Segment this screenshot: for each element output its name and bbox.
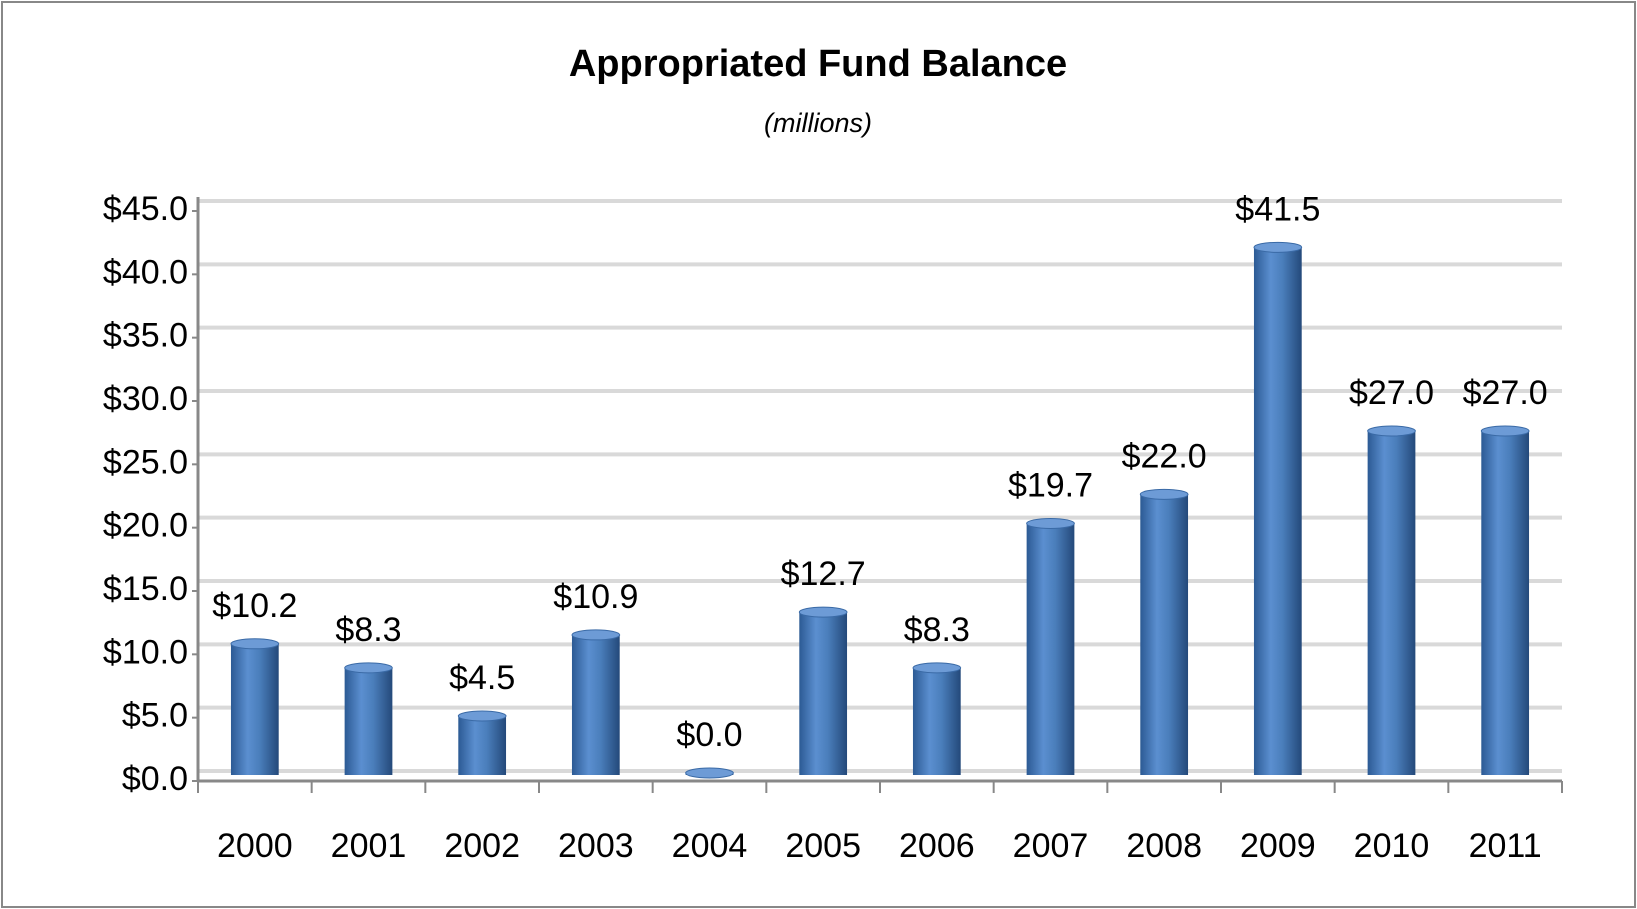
x-tick-label: 2002: [444, 827, 520, 865]
data-label: $22.0: [1122, 437, 1207, 475]
bar-top: [457, 710, 507, 722]
bar: [458, 716, 507, 775]
y-tick-label: $5.0: [122, 697, 188, 735]
bar: [1026, 523, 1075, 775]
bar: [1481, 431, 1530, 775]
data-label: $27.0: [1349, 374, 1434, 412]
data-label: $8.3: [335, 611, 401, 649]
y-tick-label: $10.0: [103, 633, 188, 671]
x-tick-label: 2000: [217, 827, 293, 865]
y-tick-label: $40.0: [103, 253, 188, 291]
x-tick-label: 2010: [1354, 827, 1430, 865]
data-label: $41.5: [1235, 190, 1320, 228]
data-label: $4.5: [449, 659, 515, 697]
data-label: $27.0: [1463, 374, 1548, 412]
x-tick-label: 2009: [1240, 827, 1316, 865]
bar-top: [1139, 488, 1189, 500]
x-tick-label: 2001: [331, 827, 407, 865]
bar-top: [1253, 241, 1303, 253]
y-tick-label: $25.0: [103, 443, 188, 481]
x-tick-label: 2011: [1469, 827, 1542, 865]
chart-subtitle: (millions): [764, 108, 872, 138]
data-label: $10.9: [553, 578, 638, 616]
data-label: $0.0: [676, 716, 742, 754]
data-label: $8.3: [904, 611, 970, 649]
chart-title: Appropriated Fund Balance: [569, 43, 1067, 85]
x-tick-label: 2003: [558, 827, 634, 865]
bar-top: [1367, 425, 1416, 437]
bar: [344, 667, 393, 775]
bar-top: [1026, 517, 1075, 529]
x-tick-label: 2008: [1126, 827, 1202, 865]
y-tick-label: $15.0: [103, 570, 188, 608]
bar: [1253, 247, 1302, 776]
data-label: $10.2: [212, 587, 297, 625]
data-label: $12.7: [781, 555, 866, 593]
x-tick-label: 2006: [899, 827, 975, 865]
data-label: $19.7: [1008, 466, 1093, 504]
y-tick-label: $30.0: [103, 380, 188, 418]
x-tick-label: 2007: [1013, 827, 1089, 865]
y-tick-label: $20.0: [103, 507, 188, 545]
bar-top: [571, 629, 621, 641]
x-tick-label: 2004: [672, 827, 748, 865]
bar-top: [344, 662, 393, 674]
y-tick-label: $0.0: [122, 760, 188, 798]
y-tick-label: $35.0: [103, 317, 188, 355]
bar: [799, 612, 848, 775]
bar-top: [230, 638, 280, 650]
bar: [230, 643, 279, 775]
bar: [1140, 494, 1189, 775]
bar: [1367, 431, 1416, 775]
bar: [912, 667, 961, 775]
bar-top: [798, 606, 848, 618]
bar-top: [912, 662, 962, 674]
bar-top: [1480, 425, 1530, 437]
bar: [571, 634, 620, 775]
y-tick-label: $45.0: [103, 190, 188, 228]
bar-top: [685, 767, 734, 779]
x-tick-label: 2005: [785, 827, 861, 865]
